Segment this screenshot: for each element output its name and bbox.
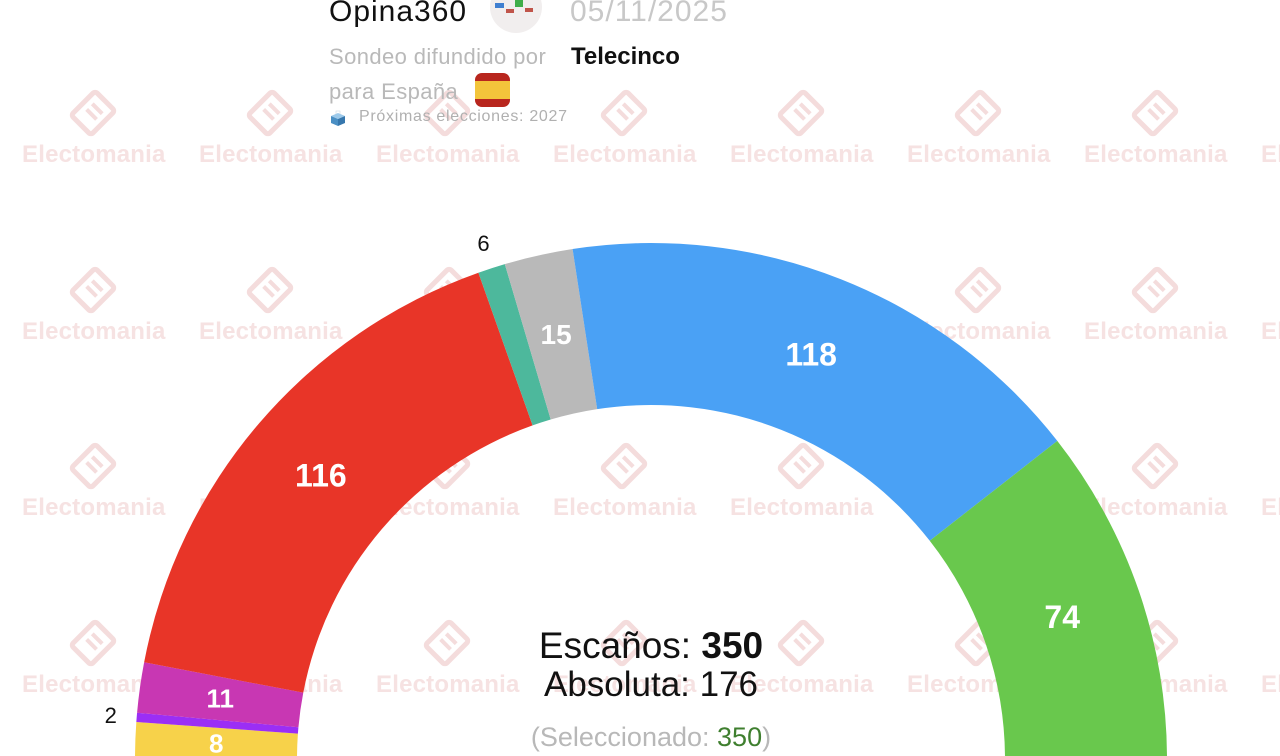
seat-segment-magenta[interactable] (137, 662, 304, 728)
watermark: Electomania (376, 616, 546, 706)
pollster-name: Opina360 (329, 0, 468, 28)
watermark-text: Electomania (22, 494, 166, 521)
watermark: Electomania (22, 86, 192, 176)
watermark-text: Electomania (553, 141, 697, 168)
watermark: Electomania (1261, 263, 1280, 353)
seat-label-blue: 118 (785, 337, 837, 373)
broadcaster-name: Telecinco (571, 43, 680, 70)
majority-threshold: Absoluta: 176 (543, 665, 759, 704)
watermark: Electomania (730, 86, 900, 176)
seat-segment-green[interactable] (929, 440, 1167, 756)
watermark-text: Electomania (376, 671, 520, 698)
watermark-text: Electomania (553, 671, 697, 698)
watermark: Electomania (199, 86, 369, 176)
watermark-text: Electomania (199, 318, 343, 345)
seat-label-magenta: 11 (206, 684, 234, 714)
watermark-text: Electomania (376, 141, 520, 168)
electomania-logo-icon (777, 442, 825, 490)
electomania-logo-icon (600, 89, 648, 137)
electomania-logo-icon (246, 266, 294, 314)
selected-value: 350 (717, 722, 763, 752)
selected-suffix: ) (762, 722, 772, 752)
watermark: Electomania (553, 86, 723, 176)
electomania-logo-icon (423, 89, 471, 137)
electomania-logo-icon (69, 619, 117, 667)
watermark-text: Electomania (730, 141, 874, 168)
seat-segment-purple[interactable] (136, 712, 299, 734)
watermark-text: Electomania (1261, 671, 1280, 698)
watermark-text: Electomania (1261, 318, 1280, 345)
watermark: Electomania (553, 616, 723, 706)
logo-bar (525, 8, 533, 12)
watermark-text: Electomania (907, 141, 1051, 168)
selected-prefix: (Seleccionado: (530, 722, 718, 752)
watermark-text: Electomania (730, 671, 874, 698)
seat-segment-red[interactable] (144, 272, 533, 693)
watermark: Electomania (1084, 439, 1254, 529)
seat-label-red: 116 (295, 458, 347, 494)
seat-label-gray: 15 (541, 319, 572, 350)
seat-segment-gray[interactable] (504, 248, 598, 420)
ballot-box-icon (330, 110, 346, 126)
logo-bar (506, 9, 514, 13)
watermark-text: Electomania (553, 494, 697, 521)
electomania-logo-icon (423, 619, 471, 667)
watermark-text: Electomania (1261, 494, 1280, 521)
electomania-logo-icon (954, 89, 1002, 137)
watermark-text: Electomania (22, 318, 166, 345)
watermark-text: Electomania (1084, 494, 1228, 521)
seat-label-green: 74 (1044, 599, 1080, 635)
watermark-text: Electomania (1261, 141, 1280, 168)
watermark: Electomania (1084, 263, 1254, 353)
watermark: Electomania (22, 263, 192, 353)
watermark: Electomania (199, 263, 369, 353)
watermark: Electomania (1261, 616, 1280, 706)
electomania-logo-icon (69, 266, 117, 314)
seat-segment-teal[interactable] (478, 264, 551, 426)
watermark-text: Electomania (22, 141, 166, 168)
seat-label-yellow: 8 (209, 728, 223, 756)
electomania-logo-icon (1131, 89, 1179, 137)
broadcast-prefix: Sondeo difundido por (329, 44, 547, 69)
watermark-text: Electomania (730, 494, 874, 521)
electomania-logo-icon (600, 619, 648, 667)
total-seats-value: 350 (701, 625, 764, 666)
electomania-logo-icon (246, 89, 294, 137)
electomania-logo-icon (1131, 266, 1179, 314)
electomania-logo-icon (777, 619, 825, 667)
electomania-logo-icon (1131, 442, 1179, 490)
selected-seats: (Seleccionado: 350) (451, 724, 851, 751)
total-seats: Escaños: 350 (451, 627, 851, 664)
region-label: para España (329, 79, 459, 104)
seat-segment-blue[interactable] (572, 242, 1058, 541)
electomania-logo-icon (69, 442, 117, 490)
watermark: Electomania (907, 86, 1077, 176)
watermark: Electomania (376, 86, 546, 176)
seat-label-purple: 2 (105, 703, 117, 728)
electomania-logo-icon (69, 89, 117, 137)
logo-bar (495, 3, 504, 8)
watermark-text: Electomania (1084, 141, 1228, 168)
electomania-logo-icon (600, 442, 648, 490)
poll-date: 05/11/2025 (570, 0, 728, 28)
spain-flag-icon (475, 73, 510, 107)
watermark: Electomania (1261, 439, 1280, 529)
seat-label-teal: 6 (477, 231, 489, 256)
watermark: Electomania (730, 616, 900, 706)
electomania-logo-icon (777, 89, 825, 137)
logo-bar (515, 0, 523, 7)
watermark: Electomania (22, 439, 192, 529)
total-seats-label: Escaños: (538, 625, 692, 666)
watermark-text: Electomania (199, 141, 343, 168)
electomania-logo-icon (954, 266, 1002, 314)
seat-segment-yellow[interactable] (135, 721, 298, 756)
next-elections-label: Próximas elecciones: 2027 (359, 108, 568, 125)
watermark: Electomania (1084, 86, 1254, 176)
watermark: Electomania (730, 439, 900, 529)
watermark-text: Electomania (1084, 318, 1228, 345)
watermark: Electomania (553, 439, 723, 529)
watermark: Electomania (1261, 86, 1280, 176)
